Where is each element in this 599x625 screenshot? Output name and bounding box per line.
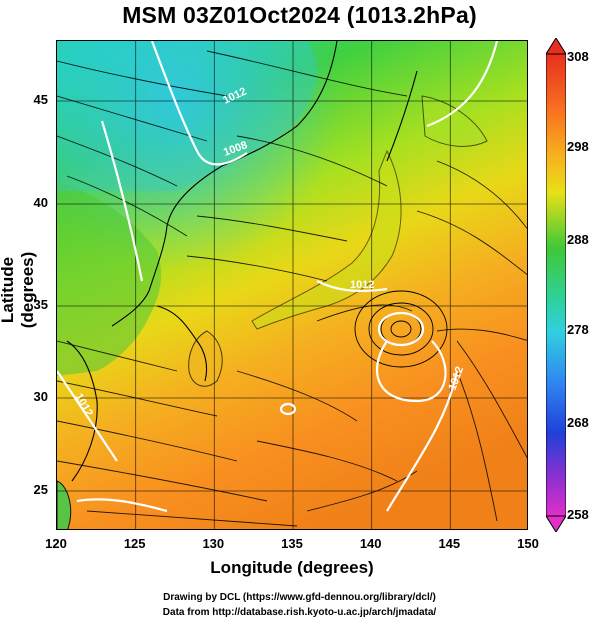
y-tick-label: 40 — [33, 195, 48, 210]
isobars — [57, 41, 499, 513]
colorbar-tick-label: 308 — [567, 49, 589, 64]
temperature-field: 1012 1008 1012 1012 1012 — [57, 41, 527, 529]
y-axis-label: Latitude (degrees) — [0, 251, 37, 329]
colorbar-tick-label: 268 — [567, 415, 589, 430]
y-tick-label: 30 — [33, 389, 48, 404]
coastlines — [66, 41, 418, 482]
korean-peninsula-land — [57, 181, 162, 376]
isobar-label: 1012 — [350, 279, 374, 291]
map-title: MSM 03Z01Oct2024 (1013.2hPa) — [122, 2, 477, 28]
x-tick-label: 130 — [202, 536, 225, 551]
honshu-land — [251, 149, 402, 330]
x-axis-label: Longitude (degrees) — [210, 558, 374, 577]
colorbar-tick-label: 288 — [567, 232, 589, 247]
colorbar-tick-label: 258 — [567, 507, 589, 522]
x-tick-label: 125 — [123, 536, 146, 551]
x-tick-label: 140 — [359, 536, 382, 551]
x-tick-label: 145 — [438, 536, 461, 551]
x-tick-label: 120 — [45, 536, 67, 551]
y-tick-label: 25 — [33, 482, 48, 497]
colorbar-tick-label: 298 — [567, 139, 589, 154]
colorbar-min-arrow — [546, 515, 566, 532]
y-tick-label: 45 — [33, 92, 48, 107]
credit-drawing: Drawing by DCL (https://www.gfd-dennou.o… — [163, 592, 436, 603]
x-tick-label: 150 — [517, 536, 539, 551]
x-tick-label: 135 — [281, 536, 303, 551]
credit-data-source: Data from http://database.rish.kyoto-u.a… — [162, 607, 437, 618]
colorbar — [546, 38, 566, 532]
map-plot-area: 1012 1008 1012 1012 1012 — [56, 40, 528, 530]
y-tick-label: 35 — [33, 297, 48, 312]
colorbar-gradient — [546, 53, 566, 517]
colorbar-max-arrow — [546, 38, 566, 55]
colorbar-tick-label: 278 — [567, 322, 589, 337]
hokkaido-land — [421, 95, 488, 147]
taiwan-land — [57, 480, 72, 529]
continent-cold-land — [57, 41, 318, 191]
